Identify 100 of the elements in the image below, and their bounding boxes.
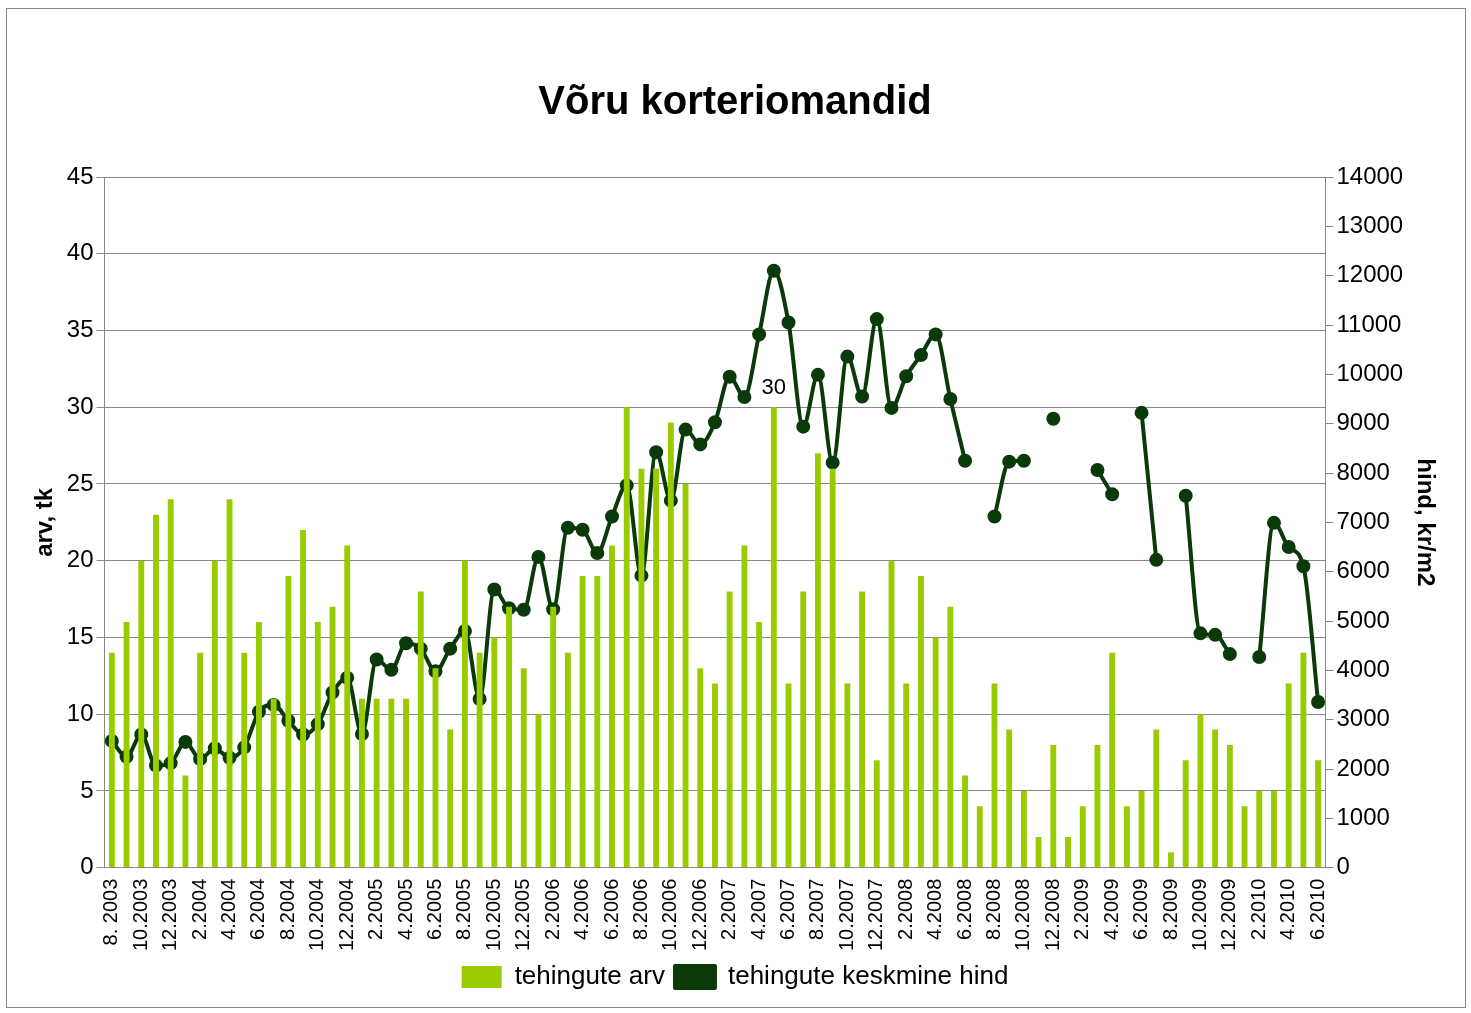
legend-label: tehingute keskmine hind [727,960,1009,991]
bar [1020,790,1027,868]
bar [697,668,704,868]
y2-tick-label: 0 [1336,852,1350,880]
x-tick-label: 10.2007 [834,878,857,951]
x-tick-label: 10.2006 [658,878,681,951]
bar [1050,744,1057,868]
bar [579,576,586,868]
bar [932,637,939,868]
y-tick-label: 45 [66,161,94,189]
y2-tick-label: 5000 [1336,605,1390,633]
y-tick-label: 40 [66,238,94,266]
bar [1109,652,1116,868]
bar [564,652,571,868]
bar [682,483,689,868]
y-tick-label: 25 [66,468,94,496]
bar [403,698,409,868]
x-tick-label: 12.2008 [1040,878,1063,951]
bar [873,760,880,868]
bar [1315,760,1322,868]
y2-tick-label: 8000 [1336,457,1390,485]
y-tick-label: 20 [66,545,94,573]
bar [491,637,498,868]
bar [1006,729,1013,868]
bar [594,576,601,868]
bar [1035,837,1042,868]
bar [947,606,954,868]
x-tick-label: 8.2005 [452,878,475,940]
legend-label: tehingute arv [514,960,665,991]
x-tick-label: 6.2008 [952,878,975,940]
y2-tick-label: 10000 [1336,358,1404,386]
y2-axis-title: hind, kr/m2 [1412,458,1440,587]
bar [800,591,807,868]
bar [447,729,454,868]
bar [815,453,821,868]
x-tick-label: 6.2007 [776,878,799,940]
bar [1123,806,1130,868]
x-tick-label: 4.2007 [746,878,769,940]
x-tick-label: 2.2006 [540,878,563,940]
bar [903,683,910,868]
x-tick-label: 4.2010 [1276,878,1299,940]
x-tick-label: 12.2004 [334,878,357,951]
bar [653,468,660,868]
bar [182,775,189,868]
bar [962,775,968,868]
bar [712,683,718,868]
x-tick-label: 6.2005 [423,878,445,940]
x-tick-label: 12.2007 [864,878,887,951]
x-tick-label: 8. 2003 [99,878,122,946]
x-tick-label: 8.2004 [275,878,298,940]
bar [770,407,777,868]
y-tick-label: 30 [66,391,94,419]
bar [1285,683,1292,868]
x-tick-label: 6.2004 [246,878,269,940]
bar [726,591,733,868]
bar [1079,806,1086,868]
x-tick-label: 8.2006 [628,878,651,940]
y2-tick-label: 13000 [1336,210,1404,238]
y2-tick-label: 3000 [1336,704,1390,732]
bar [1212,729,1219,868]
x-tick-label: 2.2007 [717,878,740,940]
y2-tick-label: 7000 [1336,506,1390,534]
bar [609,545,615,868]
chart-title: Võru korteriomandid [538,78,932,123]
data-label: 30 [761,374,787,400]
bar [1065,837,1071,868]
x-tick-label: 4.2006 [570,878,593,940]
x-tick-label: 2.2005 [364,878,387,940]
x-tick-label: 10.2004 [305,878,328,951]
x-tick-label: 10.2005 [481,878,504,951]
x-tick-label: 2.2004 [187,878,210,940]
bar [976,806,983,868]
bar [1226,744,1233,868]
y-tick-label: 15 [66,622,94,650]
bar [917,576,924,868]
x-tick-label: 12.2009 [1217,878,1240,951]
y2-tick-label: 11000 [1336,309,1402,337]
y2-tick-label: 12000 [1336,260,1404,288]
x-tick-label: 4.2004 [217,878,240,940]
bar [1182,760,1189,868]
bar [1300,652,1307,868]
bar [1153,729,1160,868]
bar [1168,852,1174,868]
x-tick-label: 8.2007 [805,878,828,940]
bar [1271,790,1277,868]
x-tick-label: 8.2008 [981,878,1004,940]
y-tick-label: 35 [66,315,94,343]
x-tick-label: 2.2010 [1246,878,1269,940]
x-tick-label: 8.2009 [1158,878,1181,940]
x-tick-label: 6.2009 [1129,878,1152,940]
y-tick-label: 10 [66,698,94,726]
y2-tick-label: 2000 [1336,753,1390,781]
bar [844,683,851,868]
y2-tick-label: 6000 [1336,556,1390,584]
x-tick-label: 10.2003 [128,878,151,951]
bar [1138,790,1145,868]
x-tick-label: 12.2006 [687,878,710,951]
bar [388,698,395,868]
y2-tick-label: 4000 [1336,654,1390,682]
bar [1197,714,1204,868]
